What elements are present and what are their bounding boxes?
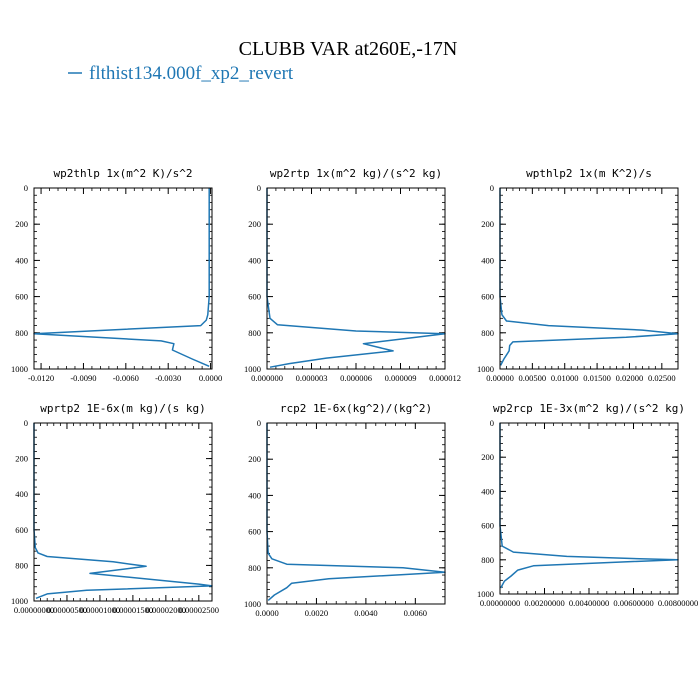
y-tick-label: 0	[490, 418, 494, 428]
x-tick-label: 0.02000	[616, 373, 644, 383]
y-tick-label: 600	[481, 521, 494, 531]
x-tick-label: 0.00000000	[14, 605, 54, 615]
y-tick-label: 400	[481, 255, 494, 265]
x-tick-label: 0.0000	[255, 608, 278, 618]
plot-frame	[499, 187, 679, 370]
legend-label: flthist134.000f_xp2_revert	[89, 63, 294, 84]
x-tick-label: 0.01500	[583, 373, 611, 383]
y-tick-label: 200	[481, 452, 494, 462]
x-tick-label: 0.00600000	[613, 598, 653, 608]
x-tick-label: 0.00000000	[480, 598, 520, 608]
x-tick-label: 0.000000	[251, 373, 283, 383]
y-tick-label: 0	[257, 418, 261, 428]
x-tick-label: -0.0060	[113, 373, 139, 383]
panel-2: wp2rtp 1x(m^2 kg)/(s^2 kg) 0 200 400 600 800 1…	[244, 167, 461, 383]
y-tick-label: 0	[24, 183, 28, 193]
y-tick-label: 200	[15, 219, 28, 229]
y-tick-label: 1000	[477, 589, 494, 599]
x-tick-label: 0.00400000	[569, 598, 609, 608]
x-tick-label: 0.0040	[354, 608, 377, 618]
plot-frame	[499, 422, 679, 595]
y-tick-label: 0	[257, 183, 261, 193]
x-tick-label: 0.000012	[429, 373, 461, 383]
x-tick-label: 0.00001500	[113, 605, 153, 615]
plot-frame	[33, 187, 213, 370]
y-tick-label: 800	[15, 328, 28, 338]
series-line	[266, 188, 446, 368]
x-tick-label: -0.0030	[155, 373, 181, 383]
y-tick-label: 400	[248, 490, 261, 500]
series-line	[33, 423, 213, 599]
x-tick-label: 0.02500	[648, 373, 676, 383]
x-tick-label: 0.00500	[519, 373, 547, 383]
panel-3: wpthlp2 1x(m K^2)/s020040060080010000.00…	[477, 167, 679, 383]
x-tick-label: 0.01000	[551, 373, 579, 383]
x-tick-label: 0.00000	[486, 373, 514, 383]
x-tick-label: -0.0090	[70, 373, 96, 383]
y-tick-label: 600	[481, 292, 494, 302]
panel-title: wp2thlp 1x(m^2 K)/s^2	[53, 167, 192, 180]
y-tick-label: 1000	[244, 364, 261, 374]
y-tick-label: 600	[15, 292, 28, 302]
x-tick-label: 0.000003	[296, 373, 328, 383]
series-line	[266, 423, 446, 601]
y-tick-label: 600	[248, 527, 261, 537]
y-tick-label: 1000	[11, 364, 28, 374]
figure-legend: flthist134.000f_xp2_revert	[68, 63, 294, 84]
plot-frame	[33, 422, 213, 602]
y-tick-label: 1000	[11, 596, 28, 606]
y-tick-label: 800	[15, 560, 28, 570]
y-tick-label: 800	[248, 328, 261, 338]
y-tick-label: 0	[490, 183, 494, 193]
y-tick-label: 800	[248, 563, 261, 573]
panel-title: wpthlp2 1x(m K^2)/s	[526, 167, 652, 180]
x-tick-label: 0.00200000	[524, 598, 564, 608]
y-tick-label: 800	[481, 555, 494, 565]
y-tick-label: 0	[24, 418, 28, 428]
y-tick-label: 200	[481, 219, 494, 229]
y-tick-label: 200	[248, 219, 261, 229]
panel-4: wprtp2 1E-6x(m kg)/(s kg) 0 200 400 600 800 10…	[11, 402, 219, 615]
y-tick-label: 200	[248, 454, 261, 464]
x-tick-label: 0.00800000	[658, 598, 698, 608]
plot-frame	[266, 422, 446, 605]
panel-title: rcp2 1E-6x(kg^2)/(kg^2)	[280, 402, 432, 415]
panel-title: wp2rtp 1x(m^2 kg)/(s^2 kg)	[270, 167, 442, 180]
panel-6: wp2rcp 1E-3x(m^2 kg)/(s^2 kg) 0 200 400 600 8…	[477, 402, 698, 608]
panel-grid: wp2thlp 1x(m^2 K)/s^202004006008001000-0…	[11, 167, 698, 618]
y-tick-label: 600	[15, 525, 28, 535]
plot-frame	[266, 187, 446, 370]
x-tick-label: 0.0000	[199, 373, 222, 383]
y-tick-label: 1000	[244, 599, 261, 609]
series-line	[33, 188, 210, 367]
y-tick-label: 200	[15, 454, 28, 464]
panel-5: rcp2 1E-6x(kg^2)/(kg^2) 0 200 400 600 800 1000…	[244, 402, 446, 618]
y-tick-label: 600	[248, 292, 261, 302]
x-tick-label: 0.0020	[305, 608, 328, 618]
y-tick-label: 400	[248, 255, 261, 265]
x-tick-label: 0.000006	[340, 373, 372, 383]
panel-title: wprtp2 1E-6x(m kg)/(s kg)	[40, 402, 206, 415]
panel-title: wp2rcp 1E-3x(m^2 kg)/(s^2 kg)	[493, 402, 685, 415]
x-tick-label: -0.0120	[28, 373, 54, 383]
x-tick-label: 0.00002000	[146, 605, 186, 615]
y-tick-label: 400	[481, 486, 494, 496]
series-line	[499, 188, 679, 366]
x-tick-label: 0.00001000	[80, 605, 120, 615]
figure-title: CLUBB VAR at260E,-17N	[239, 38, 458, 60]
x-tick-label: 0.000009	[385, 373, 417, 383]
y-tick-label: 1000	[477, 364, 494, 374]
x-tick-label: 0.00000500	[47, 605, 87, 615]
series-line	[499, 423, 679, 589]
x-tick-label: 0.0060	[404, 608, 427, 618]
y-tick-label: 400	[15, 255, 28, 265]
x-tick-label: 0.00002500	[179, 605, 219, 615]
y-tick-label: 800	[481, 328, 494, 338]
y-tick-label: 400	[15, 489, 28, 499]
panel-1: wp2thlp 1x(m^2 K)/s^202004006008001000-0…	[11, 167, 222, 383]
